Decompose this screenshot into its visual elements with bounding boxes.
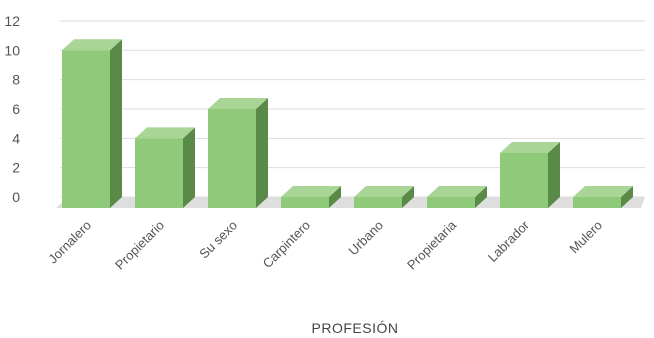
x-tick-label: Su sexo — [196, 218, 240, 262]
bar-side — [402, 186, 414, 208]
bar-top — [135, 127, 195, 139]
bar — [135, 127, 195, 208]
x-axis-title: PROFESIÓN — [312, 320, 399, 336]
bar-side — [183, 127, 195, 208]
x-tick-label: Propietaria — [404, 217, 460, 273]
x-tick-label: Urbano — [345, 218, 386, 259]
bar-front — [208, 108, 256, 208]
bar — [208, 97, 268, 208]
bar-top — [573, 186, 633, 197]
bar-top — [354, 186, 414, 197]
chart-floor — [56, 197, 645, 208]
bar-side — [621, 186, 633, 208]
x-tick-label: Jornalero — [45, 218, 94, 267]
bar-front — [500, 152, 548, 208]
y-tick-label: 4 — [12, 130, 20, 146]
bar-side — [475, 186, 487, 208]
y-tick-label: 6 — [12, 101, 20, 117]
y-tick-label: 8 — [12, 72, 20, 88]
x-tick-label: Mulero — [566, 218, 605, 257]
x-tick-label: Carpintero — [260, 218, 314, 272]
bar-side — [256, 97, 268, 208]
x-axis-ticks: Jornalero Propietario Su sexo Carpintero Urb… — [45, 217, 605, 273]
bar-front — [427, 197, 475, 208]
x-tick-label: Propietario — [112, 218, 167, 273]
y-axis-ticks: 0 2 4 6 8 10 12 — [4, 13, 20, 205]
bar-top — [281, 186, 341, 197]
y-tick-label: 2 — [12, 160, 20, 176]
bar-side — [329, 186, 341, 208]
bar — [281, 186, 341, 208]
bar-top — [62, 39, 122, 51]
bar — [354, 186, 414, 208]
bar-front — [135, 138, 183, 208]
bar — [427, 186, 487, 208]
bar-front — [62, 50, 110, 208]
bar-front — [281, 197, 329, 208]
bar-top — [208, 97, 268, 109]
bar — [500, 141, 560, 208]
bars — [62, 39, 633, 208]
bar-top — [427, 186, 487, 197]
y-tick-label: 10 — [4, 42, 20, 58]
bar — [62, 39, 122, 208]
x-tick-label: Labrador — [485, 217, 533, 265]
y-tick-label: 12 — [4, 13, 20, 29]
bar-front — [354, 197, 402, 208]
bar-side — [110, 39, 122, 208]
y-tick-label: 0 — [12, 189, 20, 205]
bar-front — [573, 197, 621, 208]
bar — [573, 186, 633, 208]
bar-side — [548, 141, 560, 208]
bar-top — [500, 141, 560, 153]
